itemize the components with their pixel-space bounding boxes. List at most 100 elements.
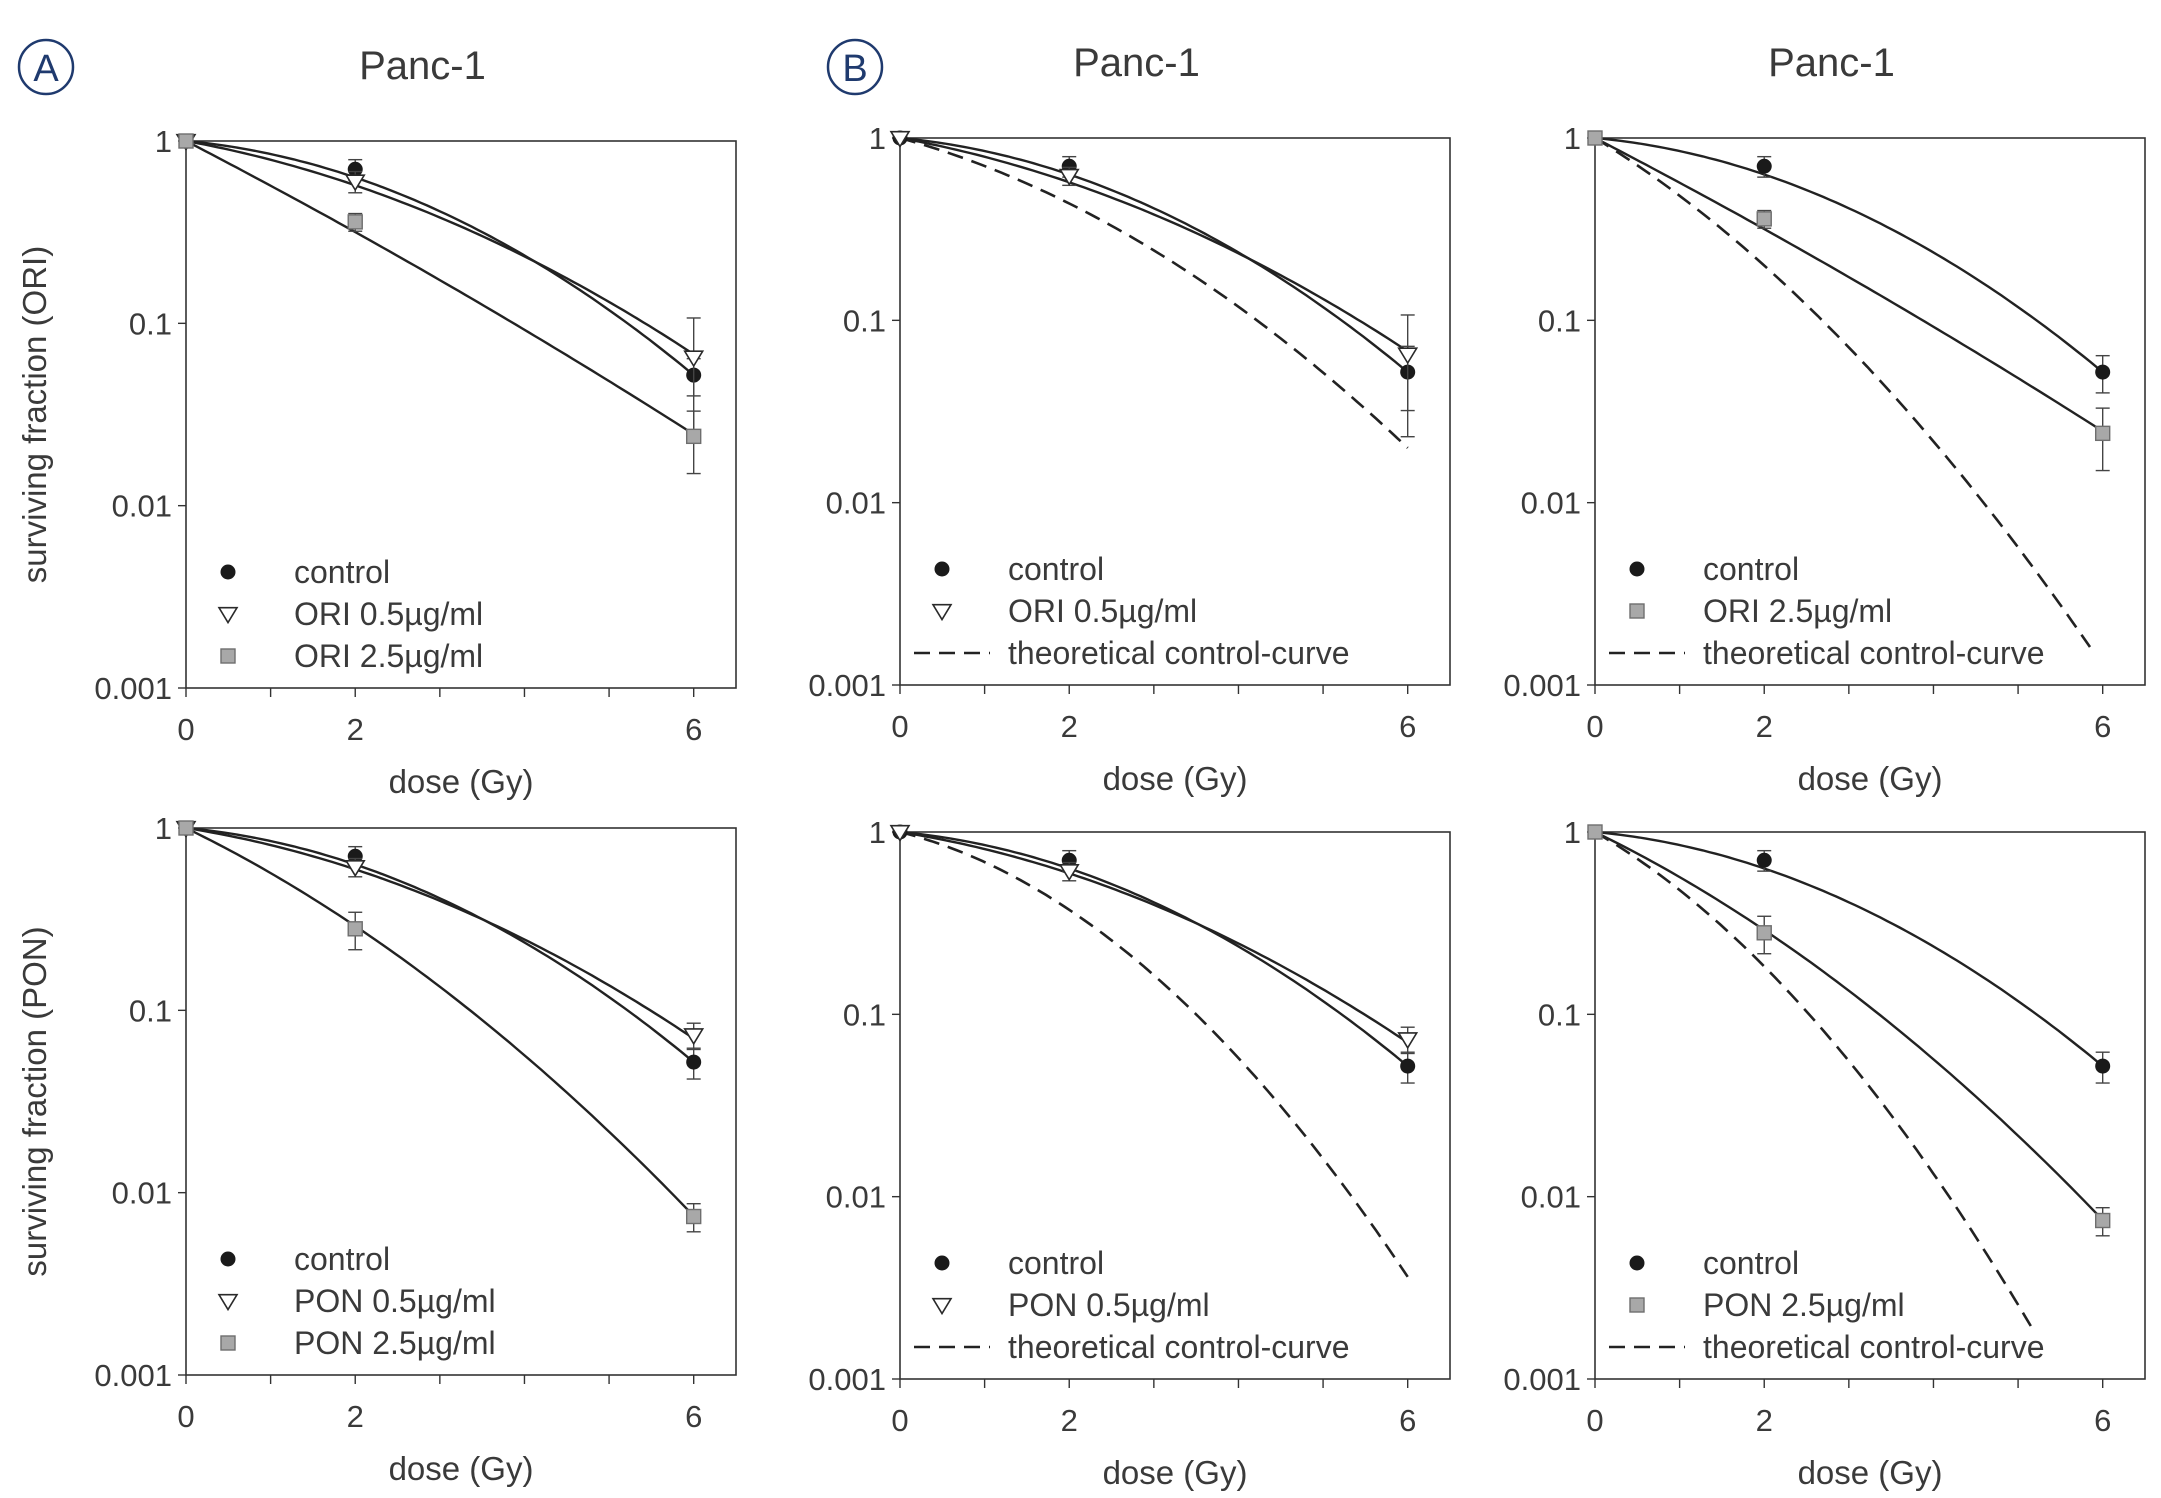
x-tick-label: 6 xyxy=(685,712,702,747)
plot-frame xyxy=(899,831,1451,1380)
fit-curve-pon-25 xyxy=(1595,830,2104,1221)
x-tick-label: 0 xyxy=(891,709,908,744)
y-tick-label: 0.01 xyxy=(1521,486,1581,521)
fit-curve-pon-05 xyxy=(186,826,695,1040)
legend: control PON 0.5µg/ml PON 2.5µg/ml xyxy=(217,1241,496,1361)
x-axis-label: dose (Gy) xyxy=(1103,1454,1248,1491)
x-tick-label: 6 xyxy=(2094,1403,2111,1438)
series-control xyxy=(892,130,1416,412)
y-tick-label: 0.001 xyxy=(1503,1362,1581,1397)
y-tick-label: 0.1 xyxy=(843,997,886,1032)
y-tick-label: 0.1 xyxy=(129,306,172,341)
fit-curve-control xyxy=(900,136,1409,373)
fit-curve-pon-05 xyxy=(900,830,1409,1044)
series-control xyxy=(1587,130,2111,394)
data-point-ori-25 xyxy=(347,214,363,230)
fit-curve-control xyxy=(186,826,695,1063)
chart-r0c2: 0 2 6 0.001 0.01 0.1 1 Panc-1 dose (Gy) control OR… xyxy=(1503,41,2146,797)
fit-curve-theo xyxy=(900,136,1409,449)
y-tick-label: 0.1 xyxy=(843,303,886,338)
data-point-pon-05 xyxy=(1397,1032,1419,1050)
data-point-control xyxy=(347,848,363,864)
panel-label-a-ring xyxy=(17,38,75,96)
data-point-control xyxy=(1756,852,1772,868)
legend-swatch-control xyxy=(1629,561,1645,577)
y-tick-label: 0.01 xyxy=(112,1176,172,1211)
data-point-control xyxy=(1061,852,1077,868)
fit-curve-ori-05 xyxy=(900,136,1409,353)
x-axis-label: dose (Gy) xyxy=(389,763,534,800)
x-tick-label: 2 xyxy=(1756,709,1773,744)
data-point-ori-05 xyxy=(683,350,705,368)
series-control xyxy=(892,824,1416,1084)
curves xyxy=(1595,830,2104,1327)
data-point-ori-05 xyxy=(889,130,911,149)
x-axis-label: dose (Gy) xyxy=(389,1450,534,1487)
y-tick-label: 0.01 xyxy=(826,486,886,521)
data-point-control xyxy=(1400,1058,1416,1074)
plot-frame xyxy=(1594,831,2146,1380)
data-point-control xyxy=(1756,158,1772,174)
chart-title: Panc-1 xyxy=(1073,41,1200,85)
x-axis-label: dose (Gy) xyxy=(1798,1454,1943,1491)
legend-swatch-control xyxy=(934,561,950,577)
legend-label-ori-25: ORI 2.5µg/ml xyxy=(1703,593,1892,629)
legend-label-control: control xyxy=(1008,1245,1104,1281)
legend-label-control: control xyxy=(294,1241,390,1277)
data-point-pon-25 xyxy=(1756,925,1772,941)
y-tick-label: 1 xyxy=(1564,815,1581,850)
y-tick-label: 1 xyxy=(155,124,172,159)
x-tick-label: 2 xyxy=(1061,1403,1078,1438)
series-ori-25 xyxy=(1587,130,2111,472)
fit-curve-control xyxy=(186,139,695,376)
data-point-ori-25 xyxy=(1756,211,1772,227)
data-point-pon-25 xyxy=(1587,824,1603,840)
curves xyxy=(900,136,1409,449)
y-tick-label: 0.1 xyxy=(129,993,172,1028)
plot-frame xyxy=(1594,137,2146,686)
data-point-ori-25 xyxy=(2094,425,2111,442)
legend-label-pon-25: PON 2.5µg/ml xyxy=(294,1325,496,1361)
data-point-pon-05 xyxy=(344,860,366,878)
legend: control ORI 2.5µg/ml theoretical control-c… xyxy=(1609,551,2044,671)
fit-curve-ori-25 xyxy=(186,139,695,436)
x-axis-label: dose (Gy) xyxy=(1798,760,1943,797)
y-tick-label: 0.1 xyxy=(1538,303,1581,338)
y-tick-label: 0.001 xyxy=(94,1358,172,1393)
y-tick-label: 1 xyxy=(155,811,172,846)
legend-label-control: control xyxy=(1703,1245,1799,1281)
y-tick-label: 0.01 xyxy=(826,1180,886,1215)
data-point-pon-25 xyxy=(2094,1212,2111,1229)
x-tick-label: 2 xyxy=(1756,1403,1773,1438)
legend-label-theo: theoretical control-curve xyxy=(1008,635,1349,671)
series-ori-05 xyxy=(175,133,705,441)
legend-swatch-control xyxy=(220,1251,236,1267)
x-tick-label: 6 xyxy=(1399,709,1416,744)
x-tick-label: 0 xyxy=(1586,709,1603,744)
data-point-pon-05 xyxy=(683,1028,705,1046)
series-pon-25 xyxy=(178,820,702,1233)
series-control xyxy=(1587,824,2111,1084)
data-point-control xyxy=(2095,1058,2111,1074)
legend-swatch-control xyxy=(934,1255,950,1271)
panel-label-b-ring xyxy=(826,38,884,96)
chart-r1c0: 0 2 6 0.001 0.01 0.1 1 dose (Gy) surviving fract… xyxy=(16,811,737,1487)
legend-label-pon-05: PON 0.5µg/ml xyxy=(294,1283,496,1319)
panel-label-a-text: A xyxy=(33,48,59,90)
y-axis-label: surviving fraction (PON) xyxy=(16,926,53,1276)
panel-label-b-text: B xyxy=(842,48,867,90)
panel-label-a: A xyxy=(17,38,75,96)
fit-curve-theo xyxy=(900,830,1409,1278)
plot-frame xyxy=(185,827,737,1376)
curves xyxy=(186,826,695,1217)
series-ori-25 xyxy=(178,133,702,475)
legend-swatch-pon-05 xyxy=(217,1293,239,1312)
fit-curve-control xyxy=(1595,136,2104,373)
legend-swatch-control xyxy=(1629,1255,1645,1271)
chart-r0c1: 0 2 6 0.001 0.01 0.1 1 Panc-1 dose (Gy) control OR… xyxy=(808,41,1451,797)
data-point-pon-25 xyxy=(347,921,363,937)
series-pon-05 xyxy=(175,820,705,1051)
legend-label-theo: theoretical control-curve xyxy=(1008,1329,1349,1365)
legend-swatch-ori-25 xyxy=(220,648,236,664)
fit-curve-control xyxy=(1595,830,2104,1067)
